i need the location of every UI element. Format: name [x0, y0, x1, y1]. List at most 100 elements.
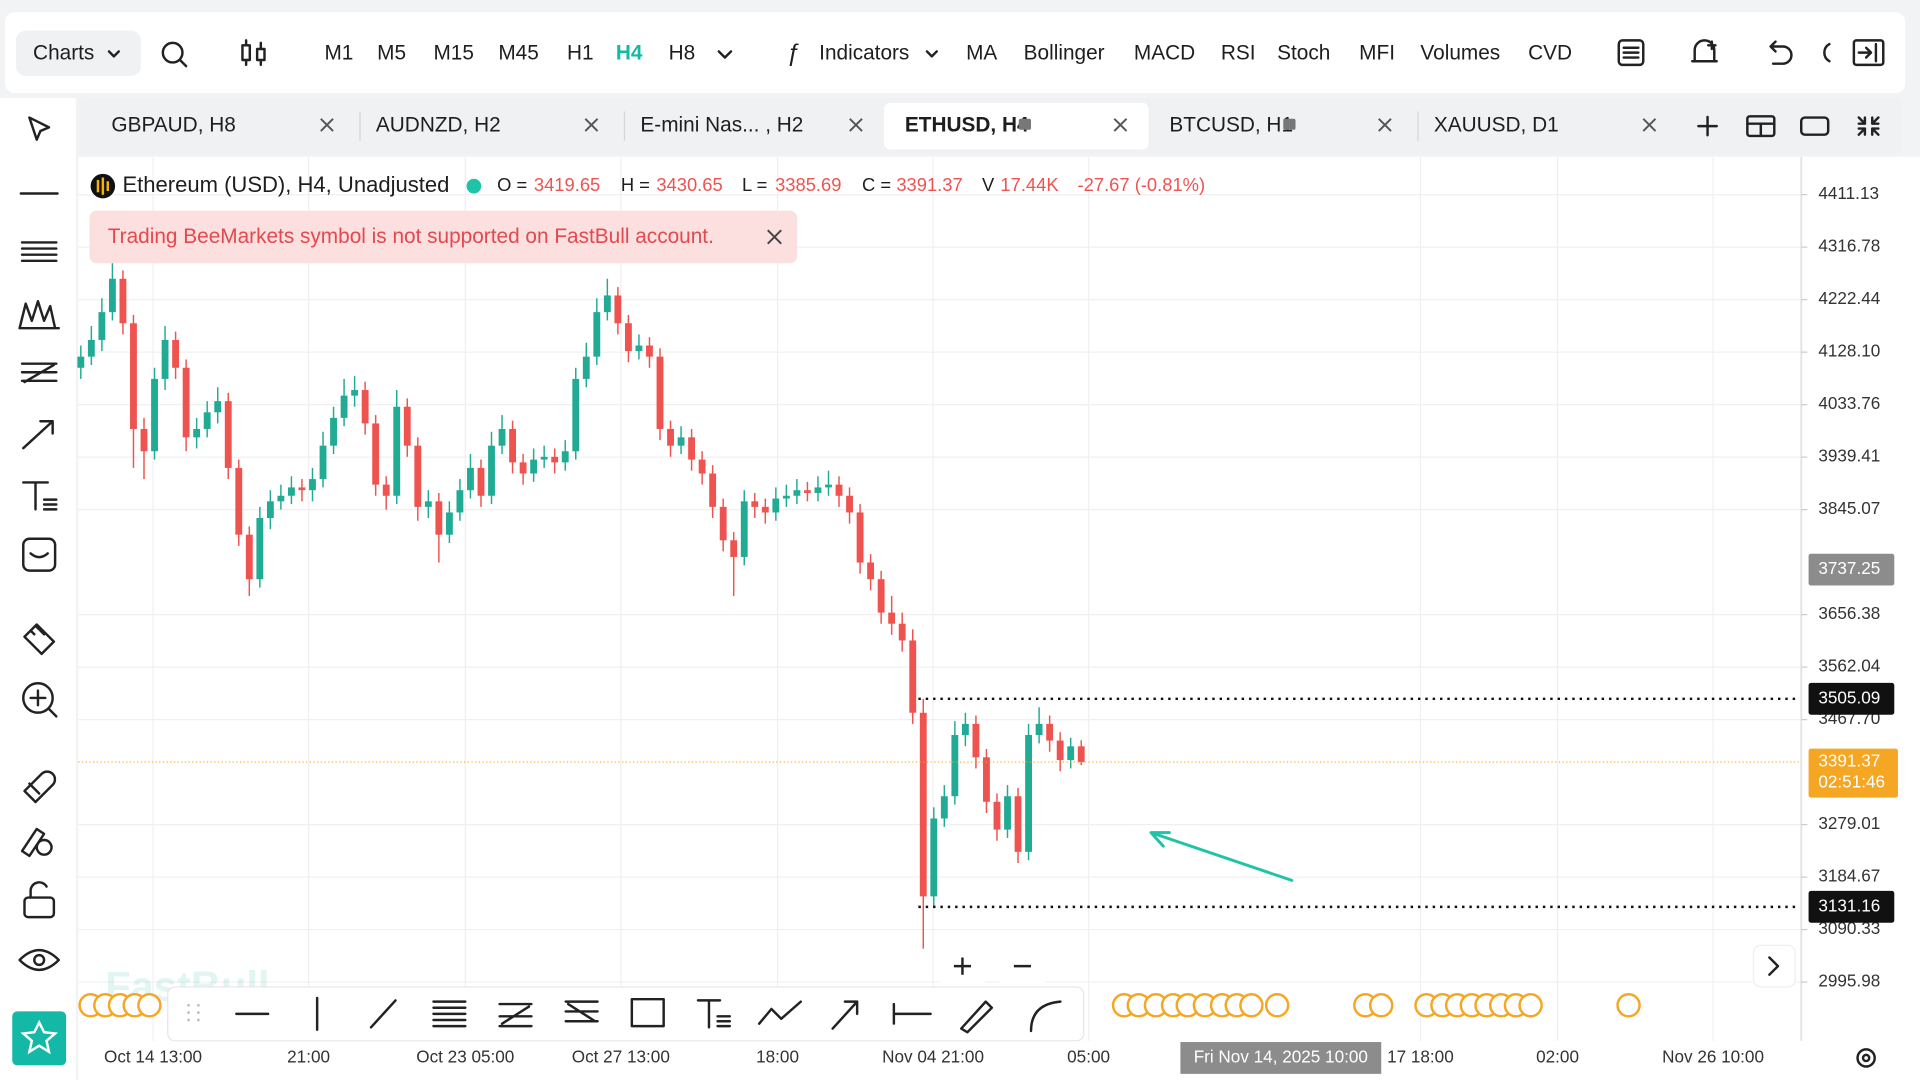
- drag-handle[interactable]: [187, 1004, 200, 1024]
- search-icon[interactable]: [161, 41, 188, 68]
- tab-label[interactable]: AUDNZD, H2: [376, 114, 501, 137]
- indicator-button[interactable]: Volumes: [1420, 41, 1500, 64]
- indicator-button[interactable]: Stoch: [1277, 41, 1330, 64]
- tab-label[interactable]: E-mini Nas... , H2: [640, 114, 803, 137]
- timeframe-button[interactable]: H8: [669, 41, 696, 64]
- candle-body: [835, 484, 843, 496]
- volume-label: V: [982, 174, 995, 195]
- layers-icon[interactable]: [1617, 39, 1645, 67]
- active-tab[interactable]: [884, 102, 1149, 150]
- ohlc-label: O =: [497, 174, 527, 195]
- candle-body: [603, 295, 611, 313]
- indicator-button[interactable]: Bollinger: [1024, 41, 1105, 64]
- arrow-tool[interactable]: [22, 420, 54, 450]
- ray[interactable]: [892, 1002, 932, 1025]
- undo[interactable]: [1769, 40, 1793, 65]
- event-marker[interactable]: [137, 993, 162, 1018]
- tab-close[interactable]: [1378, 118, 1392, 132]
- redo[interactable]: [1823, 42, 1831, 63]
- cursor-tool[interactable]: [28, 116, 51, 141]
- settings-icon[interactable]: [1856, 1048, 1876, 1068]
- alert-close[interactable]: [767, 229, 782, 245]
- text[interactable]: [696, 999, 732, 1029]
- candle-body: [530, 459, 538, 474]
- arrow[interactable]: [831, 1000, 859, 1030]
- indicator-button[interactable]: RSI: [1221, 41, 1256, 64]
- candle-body: [98, 312, 106, 340]
- crosshair-price-badge: [1808, 553, 1895, 586]
- collapse-icon[interactable]: [1852, 39, 1885, 67]
- timeframe-button[interactable]: M45: [498, 41, 538, 64]
- tab-close[interactable]: [1642, 118, 1657, 132]
- alert-icon[interactable]: [1691, 39, 1718, 63]
- tab-label[interactable]: XAUUSD, D1: [1434, 114, 1559, 137]
- timeframe-button[interactable]: H1: [567, 41, 594, 64]
- event-marker[interactable]: [1518, 993, 1543, 1018]
- candle-body: [277, 495, 285, 502]
- add-tab[interactable]: [1697, 115, 1718, 137]
- tab-close[interactable]: [1113, 118, 1128, 132]
- candle-body: [825, 484, 832, 488]
- tab-close[interactable]: [584, 118, 599, 132]
- indicator-button[interactable]: MFI: [1359, 41, 1395, 64]
- pattern-tool[interactable]: [18, 300, 60, 330]
- tab-close[interactable]: [320, 118, 334, 132]
- star-icon: [20, 1019, 59, 1055]
- charts-button[interactable]: [15, 30, 141, 76]
- candle-body: [961, 723, 969, 736]
- indicator-button[interactable]: MA: [966, 41, 997, 64]
- more-timeframes[interactable]: [717, 50, 733, 59]
- x-tick-label: 18:00: [756, 1046, 799, 1066]
- fib[interactable]: [432, 1000, 467, 1028]
- lock-icon: [1018, 118, 1032, 130]
- indicator-button[interactable]: MACD: [1134, 41, 1195, 64]
- indicator-button[interactable]: CVD: [1528, 41, 1572, 64]
- favorites-button[interactable]: [12, 1011, 67, 1066]
- tab-label[interactable]: GBPAUD, H8: [111, 114, 235, 137]
- zoom-tool[interactable]: [22, 682, 58, 718]
- emoji-tool[interactable]: [22, 537, 57, 572]
- layout-icon[interactable]: [1746, 115, 1776, 138]
- scroll-right[interactable]: [1752, 944, 1796, 988]
- timeframe-button[interactable]: H4: [616, 41, 643, 64]
- polyline[interactable]: [757, 1000, 803, 1025]
- candle-body: [1004, 796, 1011, 830]
- lock-tool[interactable]: [23, 881, 56, 919]
- event-marker[interactable]: [1368, 993, 1394, 1018]
- visibility-tool[interactable]: [18, 948, 60, 972]
- grid: 4411.13 4316.78 4222.44 4128.10 4033.76 3939.…: [78, 156, 1881, 1041]
- ohlc-value: 3391.37: [896, 174, 962, 195]
- tab-close[interactable]: [849, 118, 863, 132]
- trendline[interactable]: [369, 999, 397, 1029]
- drawing-mode[interactable]: [20, 827, 53, 858]
- ruler-tool[interactable]: [23, 623, 56, 656]
- pitchfork[interactable]: [564, 1000, 599, 1023]
- candle-body: [151, 378, 158, 452]
- candle-body: [203, 412, 211, 429]
- fullscreen-icon[interactable]: [1857, 116, 1880, 136]
- tab-label[interactable]: ETHUSD, H4: [905, 114, 1029, 137]
- fib-tool[interactable]: [20, 241, 58, 263]
- timeframe-button[interactable]: M1: [324, 41, 353, 64]
- candle-body: [1056, 740, 1064, 761]
- candle-body: [551, 456, 559, 463]
- rectangle[interactable]: [630, 997, 665, 1028]
- chart-type-icon[interactable]: [241, 39, 266, 67]
- projection-tool[interactable]: [20, 362, 58, 384]
- magnet-tool[interactable]: [23, 770, 57, 804]
- channel[interactable]: [498, 1002, 533, 1028]
- candle-body: [624, 323, 632, 352]
- text-tool[interactable]: [22, 481, 58, 511]
- window-icon[interactable]: [1800, 116, 1830, 136]
- indicators-button[interactable]: Indicators: [819, 41, 909, 64]
- candle-body: [214, 401, 222, 413]
- brush[interactable]: [960, 1000, 994, 1034]
- arc[interactable]: [1029, 1000, 1062, 1033]
- tab-label[interactable]: BTCUSD, H1: [1169, 114, 1293, 137]
- event-marker[interactable]: [1616, 993, 1641, 1018]
- event-marker[interactable]: [1239, 993, 1264, 1018]
- event-marker[interactable]: [1264, 993, 1290, 1018]
- candle-body: [940, 796, 948, 819]
- timeframe-button[interactable]: M5: [377, 41, 406, 64]
- timeframe-button[interactable]: M15: [433, 41, 473, 64]
